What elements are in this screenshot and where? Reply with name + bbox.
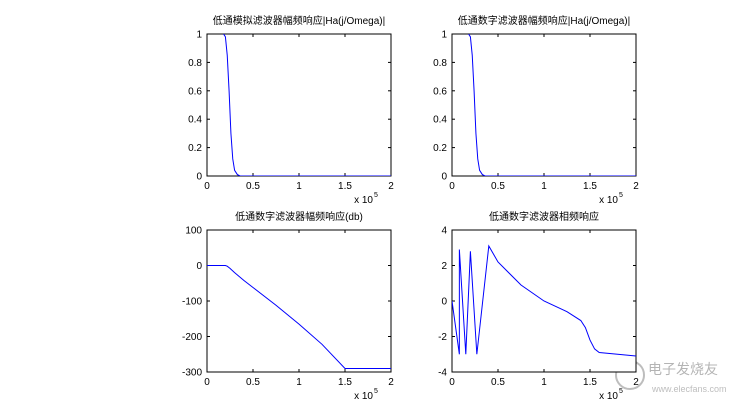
axes-frame: [206, 229, 392, 373]
x-tick-label: 0: [449, 377, 455, 388]
chart-title: 低通数字滤波器相频响应: [489, 210, 599, 223]
y-tick-label: -4: [438, 368, 447, 379]
y-tick-label: 1: [196, 30, 202, 41]
x-tick-label: 1: [296, 377, 302, 388]
data-line: [207, 265, 391, 369]
y-tick-label: -2: [438, 332, 447, 343]
y-tick-label: 2: [441, 261, 447, 272]
y-tick-label: 0.2: [433, 143, 447, 154]
x-tick-label: 2: [633, 181, 639, 192]
subplot: 低通模拟滤波器幅频响应|Ha(j/Omega)| 0 0.2 0.4 0.6 0.8 1 0 0…: [188, 14, 394, 206]
y-tick-label: 0.6: [188, 86, 202, 97]
x-tick-label: 1.5: [583, 181, 597, 192]
x-tick-label: 2: [388, 377, 394, 388]
y-tick-label: 0.8: [188, 58, 202, 69]
y-tick-label: 0: [196, 261, 202, 272]
y-tick-label: 1: [441, 30, 447, 41]
subplot: 低通数字滤波器幅频响应|Ha(j/Omega)| 0 0.2 0.4 0.6 0.8 1 0 0…: [433, 14, 639, 206]
data-line: [452, 244, 636, 357]
x-tick-label: 1: [296, 181, 302, 192]
x-tick-label: 0.5: [246, 181, 260, 192]
watermark-url: www.elecfans.com: [651, 384, 727, 394]
x-multiplier-exponent: 5: [619, 192, 623, 199]
x-tick-label: 0: [204, 181, 210, 192]
x-tick-label: 0.5: [491, 377, 505, 388]
y-tick-label: -300: [182, 368, 202, 379]
x-tick-label: 0: [204, 377, 210, 388]
y-tick-label: 0.8: [433, 58, 447, 69]
subplot: 低通数字滤波器相频响应 -4 -2 0 2 4 0 0.5 1 1.5 2 x 10 5: [438, 210, 639, 402]
x-multiplier-exponent: 5: [374, 388, 378, 395]
x-tick-label: 2: [633, 377, 639, 388]
y-tick-label: -200: [182, 332, 202, 343]
x-tick-label: 1: [541, 181, 547, 192]
y-tick-label: 0: [196, 172, 202, 183]
y-tick-label: 0: [441, 297, 447, 308]
y-tick-label: 0.2: [188, 143, 202, 154]
data-line: [468, 34, 636, 176]
subplot: 低通数字滤波器幅频响应(db) -300 -200 -100 0 100 0 0.5 1 1.5 2…: [182, 210, 394, 402]
y-tick-label: 0.4: [188, 115, 202, 126]
x-multiplier-exponent: 5: [374, 192, 378, 199]
x-tick-label: 1.5: [338, 377, 352, 388]
chart-title: 低通数字滤波器幅频响应|Ha(j/Omega)|: [458, 14, 630, 27]
y-tick-label: 0.4: [433, 115, 447, 126]
y-tick-label: -100: [182, 297, 202, 308]
x-tick-label: 1.5: [338, 181, 352, 192]
y-tick-label: 100: [185, 226, 202, 237]
x-tick-label: 1: [541, 377, 547, 388]
x-tick-label: 0: [449, 181, 455, 192]
x-multiplier-exponent: 5: [619, 388, 623, 395]
axes-frame: [451, 33, 637, 177]
x-multiplier: x 10: [354, 195, 373, 206]
x-multiplier: x 10: [599, 391, 618, 402]
x-multiplier: x 10: [599, 195, 618, 206]
chart-title: 低通数字滤波器幅频响应(db): [235, 210, 363, 223]
data-line: [223, 34, 391, 176]
x-tick-label: 2: [388, 181, 394, 192]
watermark-logo: 电子发烧友: [648, 361, 718, 377]
x-tick-label: 0.5: [246, 377, 260, 388]
x-tick-label: 0.5: [491, 181, 505, 192]
x-multiplier: x 10: [354, 391, 373, 402]
y-tick-label: 4: [441, 226, 447, 237]
chart-title: 低通模拟滤波器幅频响应|Ha(j/Omega)|: [213, 14, 385, 27]
axes-frame: [206, 33, 392, 177]
x-tick-label: 1.5: [583, 377, 597, 388]
y-tick-label: 0: [441, 172, 447, 183]
y-tick-label: 0.6: [433, 86, 447, 97]
